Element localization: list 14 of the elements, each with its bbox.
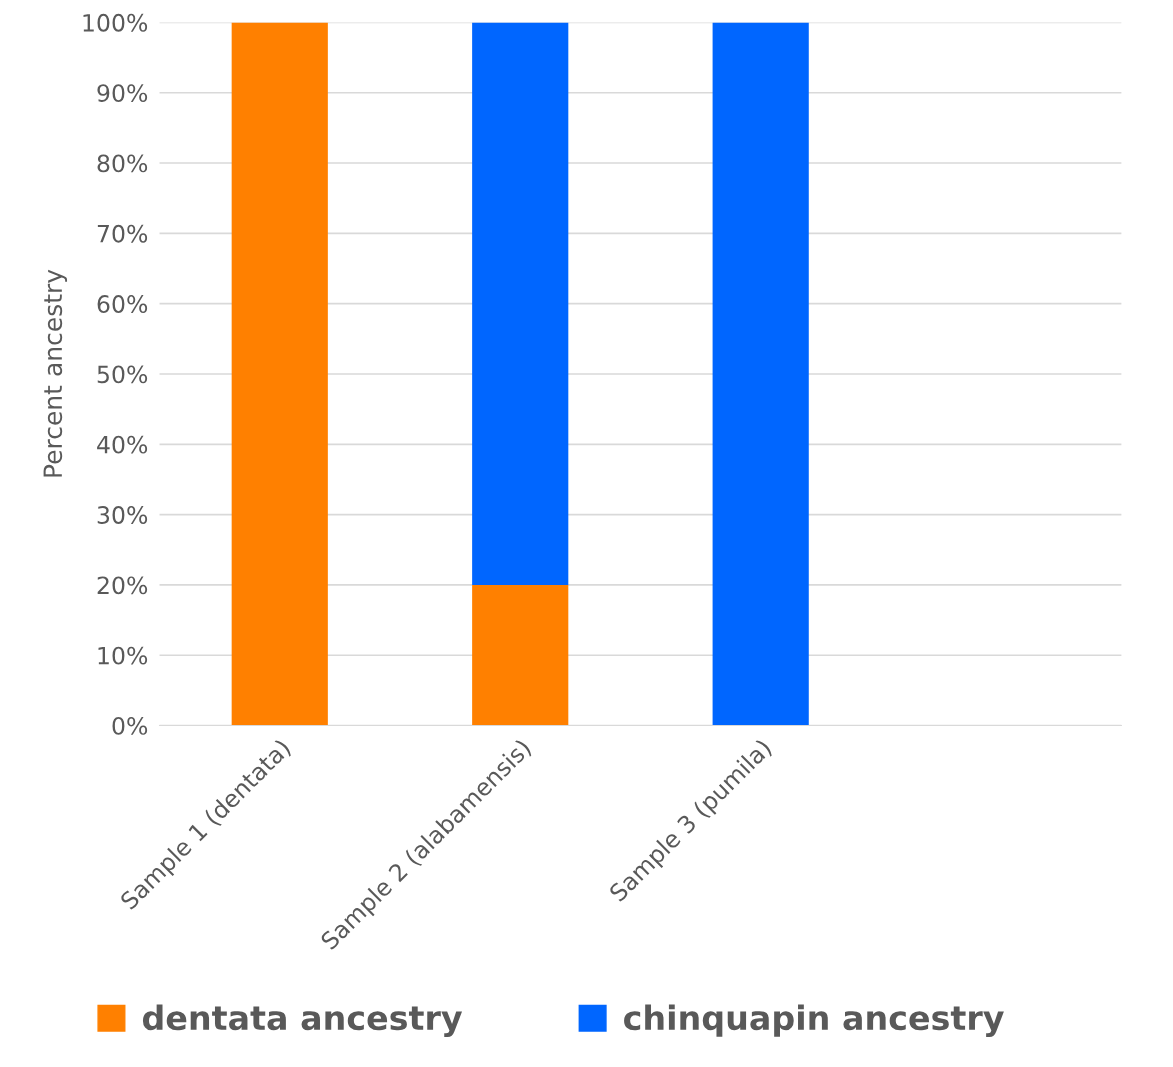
y-tick-label: 80%	[97, 154, 148, 173]
y-axis-title: Percent ancestry	[43, 269, 68, 477]
y-tick-label: 40%	[97, 435, 148, 454]
y-tick-label: 100%	[83, 13, 148, 32]
y-tick-label: 50%	[97, 365, 148, 384]
legend-label: dentata ancestry	[142, 1004, 463, 1037]
y-tick-label: 70%	[97, 224, 148, 243]
y-tick-label: 20%	[97, 576, 148, 595]
y-tick-label: 60%	[97, 295, 148, 313]
legend-label: chinquapin ancestry	[624, 1004, 1004, 1037]
y-tick-label: 90%	[97, 84, 148, 103]
y-tick-label: 10%	[98, 646, 148, 665]
y-tick-label: 0%	[112, 717, 148, 735]
y-tick-label: 30%	[97, 506, 148, 524]
